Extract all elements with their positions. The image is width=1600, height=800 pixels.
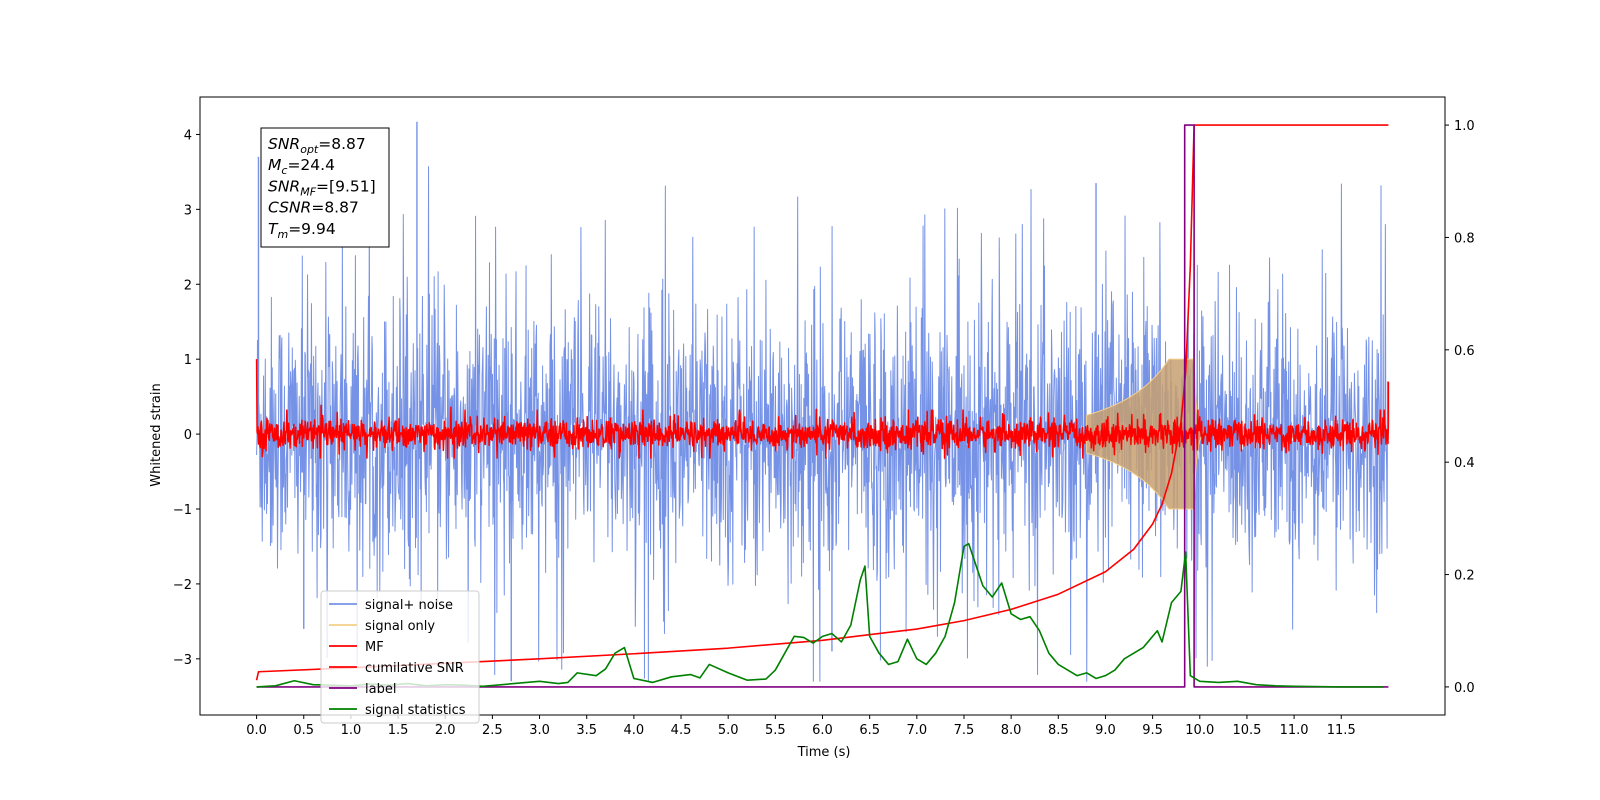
- annotation-line: Mc=24.4: [268, 156, 335, 177]
- x-tick-label: 6.5: [859, 723, 880, 738]
- y-tick-label: 3: [184, 203, 192, 218]
- y2-tick-label: 0.8: [1454, 231, 1475, 246]
- series-signal-statistics-line: [256, 542, 1384, 688]
- y2-tick-label: 0.0: [1454, 681, 1475, 696]
- y2-tick-label: 0.2: [1454, 569, 1475, 584]
- x-tick-label: 5.0: [718, 723, 739, 738]
- series-label-line: [256, 124, 1389, 688]
- x-tick-label: 1.5: [388, 723, 409, 738]
- legend-frame: [320, 590, 480, 724]
- plot-area: [255, 121, 1390, 688]
- y-tick-label: 0: [184, 428, 192, 443]
- series-mf-line: [255, 359, 1390, 459]
- x-tick-label: 7.0: [906, 723, 927, 738]
- y-tick-label: −2: [173, 578, 192, 593]
- y2-tick-label: 0.6: [1454, 344, 1475, 359]
- y2-tick-label: 1.0: [1454, 119, 1475, 134]
- y-tick-label: 4: [184, 128, 192, 143]
- legend-entry-label: label: [365, 682, 396, 697]
- x-axis-label: Time (s): [797, 745, 851, 760]
- legend-entry-label: signal+ noise: [365, 598, 453, 613]
- y2-tick-label: 0.4: [1454, 456, 1475, 471]
- x-tick-label: 11.0: [1280, 723, 1309, 738]
- y-tick-label: −1: [173, 503, 192, 518]
- annotation-line: SNRopt=8.87: [268, 135, 366, 156]
- x-tick-label: 6.0: [812, 723, 833, 738]
- series-cumilative-snr-line: [255, 124, 1389, 681]
- x-tick-label: 3.5: [576, 723, 597, 738]
- y-tick-label: 2: [184, 278, 192, 293]
- axes: 0.0 0.5 1.0 1.5 2.0 2.5 3.0 3.5 4.0 4.5 5.0 5.5 6.0 6…: [173, 96, 1475, 738]
- annotation-line: Tm=9.94: [268, 220, 336, 241]
- x-tick-label: 5.5: [765, 723, 786, 738]
- x-tick-label: 9.0: [1095, 723, 1116, 738]
- x-tick-label: 0.5: [293, 723, 314, 738]
- x-tick-label: 10.5: [1232, 723, 1261, 738]
- x-tick-label: 7.5: [954, 723, 975, 738]
- x-tick-label: 8.5: [1048, 723, 1069, 738]
- x-tick-label: 4.0: [624, 723, 645, 738]
- x-tick-label: 9.5: [1142, 723, 1163, 738]
- annotation-line: SNRMF=[9.51]: [268, 177, 376, 198]
- y-tick-label: −3: [173, 653, 192, 668]
- legend-entry-label: signal only: [365, 619, 435, 634]
- x-tick-label: 1.0: [341, 723, 362, 738]
- x-tick-label: 11.5: [1327, 723, 1356, 738]
- x-tick-label: 10.0: [1185, 723, 1214, 738]
- legend-entry-label: MF: [365, 640, 384, 655]
- legend: signal+ noise signal only MF cumilative SNR…: [320, 590, 480, 724]
- annotation-frame: [260, 127, 390, 248]
- x-tick-label: 0.0: [246, 723, 267, 738]
- y-axis-label: Whitened strain: [149, 383, 164, 486]
- annotation-line: CSNR=8.87: [268, 199, 359, 217]
- legend-entry-label: cumilative SNR: [365, 661, 464, 676]
- x-tick-label: 8.0: [1001, 723, 1022, 738]
- x-tick-label: 2.5: [482, 723, 503, 738]
- x-tick-label: 3.0: [529, 723, 550, 738]
- x-tick-label: 4.5: [671, 723, 692, 738]
- x-tick-label: 2.0: [435, 723, 456, 738]
- legend-entry-label: signal statistics: [365, 703, 466, 718]
- y-tick-label: 1: [184, 353, 192, 368]
